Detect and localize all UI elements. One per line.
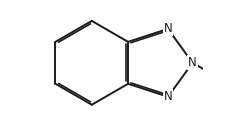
Text: N: N — [187, 56, 196, 69]
Text: N: N — [163, 90, 172, 103]
Text: N: N — [163, 22, 172, 35]
